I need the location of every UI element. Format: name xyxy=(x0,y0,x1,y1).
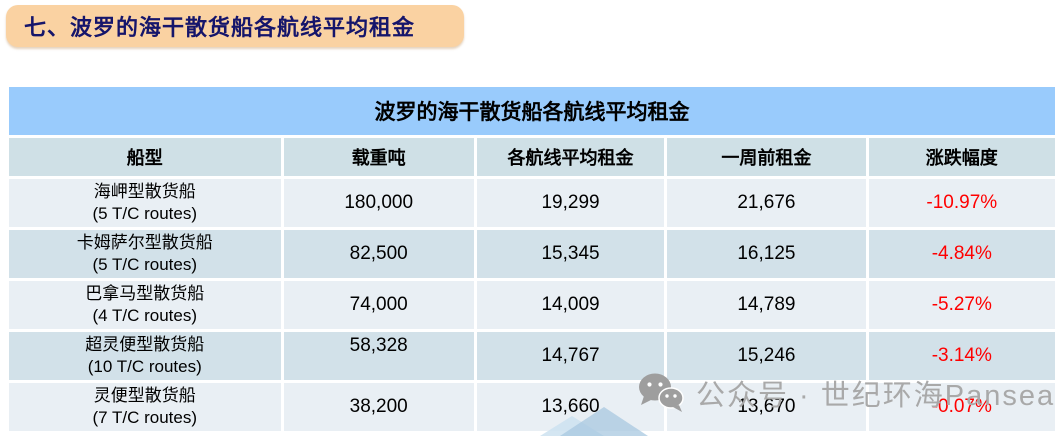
ship-type-cell: 灵便型散货船 (7 T/C routes) xyxy=(9,383,281,431)
page-title: 七、波罗的海干散货船各航线平均租金 xyxy=(24,15,416,40)
ship-type-routes: (4 T/C routes) xyxy=(92,306,198,325)
col-header-ship-type: 船型 xyxy=(9,138,281,176)
ship-type-name: 卡姆萨尔型散货船 xyxy=(76,232,213,252)
dwt-cell: 38,200 xyxy=(283,383,474,431)
change-cell: -3.14% xyxy=(868,332,1055,380)
col-header-avg-rate: 各航线平均租金 xyxy=(476,138,665,176)
ship-type-cell: 超灵便型散货船 (10 T/C routes) xyxy=(9,332,281,380)
week-ago-cell: 15,246 xyxy=(667,332,866,380)
week-ago-cell: 14,789 xyxy=(667,281,866,329)
ship-type-cell: 卡姆萨尔型散货船 (5 T/C routes) xyxy=(9,230,281,278)
table-header-row: 船型 载重吨 各航线平均租金 一周前租金 涨跌幅度 xyxy=(9,138,1055,176)
change-cell: -5.27% xyxy=(868,281,1055,329)
col-header-dwt: 载重吨 xyxy=(283,138,474,176)
ship-type-name: 灵便型散货船 xyxy=(93,385,196,405)
table-row: 卡姆萨尔型散货船 (5 T/C routes) 82,500 15,345 16… xyxy=(9,230,1055,278)
week-ago-cell: 16,125 xyxy=(667,230,866,278)
table-row: 海岬型散货船 (5 T/C routes) 180,000 19,299 21,… xyxy=(9,179,1055,227)
change-cell: -4.84% xyxy=(868,230,1055,278)
avg-rate-cell: 14,767 xyxy=(476,332,665,380)
dwt-cell: 82,500 xyxy=(283,230,474,278)
page-title-banner: 七、波罗的海干散货船各航线平均租金 xyxy=(6,5,464,47)
ship-type-name: 海岬型散货船 xyxy=(93,181,196,201)
table-row: 巴拿马型散货船 (4 T/C routes) 74,000 14,009 14,… xyxy=(9,281,1055,329)
avg-rate-cell: 14,009 xyxy=(476,281,665,329)
ship-type-routes: (7 T/C routes) xyxy=(92,408,198,427)
table-title: 波罗的海干散货船各航线平均租金 xyxy=(9,87,1055,135)
table-row: 灵便型散货船 (7 T/C routes) 38,200 13,660 13,6… xyxy=(9,383,1055,431)
dwt-cell: 180,000 xyxy=(283,179,474,227)
ship-type-routes: (5 T/C routes) xyxy=(92,255,198,274)
ship-type-cell: 海岬型散货船 (5 T/C routes) xyxy=(9,179,281,227)
ship-type-name: 巴拿马型散货船 xyxy=(85,283,205,303)
week-ago-cell: 21,676 xyxy=(667,179,866,227)
table-title-row: 波罗的海干散货船各航线平均租金 xyxy=(9,87,1055,135)
avg-rate-cell: 19,299 xyxy=(476,179,665,227)
col-header-change: 涨跌幅度 xyxy=(868,138,1055,176)
dwt-cell: 74,000 xyxy=(283,281,474,329)
ship-type-cell: 巴拿马型散货船 (4 T/C routes) xyxy=(9,281,281,329)
ship-type-routes: (10 T/C routes) xyxy=(87,357,202,376)
table-row: 超灵便型散货船 (10 T/C routes) 58,328 14,767 15… xyxy=(9,332,1055,380)
freight-rates-table: 波罗的海干散货船各航线平均租金 船型 载重吨 各航线平均租金 一周前租金 涨跌幅… xyxy=(6,84,1058,434)
change-cell: -10.97% xyxy=(868,179,1055,227)
avg-rate-cell: 13,660 xyxy=(476,383,665,431)
change-cell: -0.07% xyxy=(868,383,1055,431)
avg-rate-cell: 15,345 xyxy=(476,230,665,278)
col-header-week-ago: 一周前租金 xyxy=(667,138,866,176)
dwt-cell: 58,328 xyxy=(283,332,474,380)
week-ago-cell: 13,670 xyxy=(667,383,866,431)
ship-type-routes: (5 T/C routes) xyxy=(92,204,198,223)
ship-type-name: 超灵便型散货船 xyxy=(85,334,205,354)
